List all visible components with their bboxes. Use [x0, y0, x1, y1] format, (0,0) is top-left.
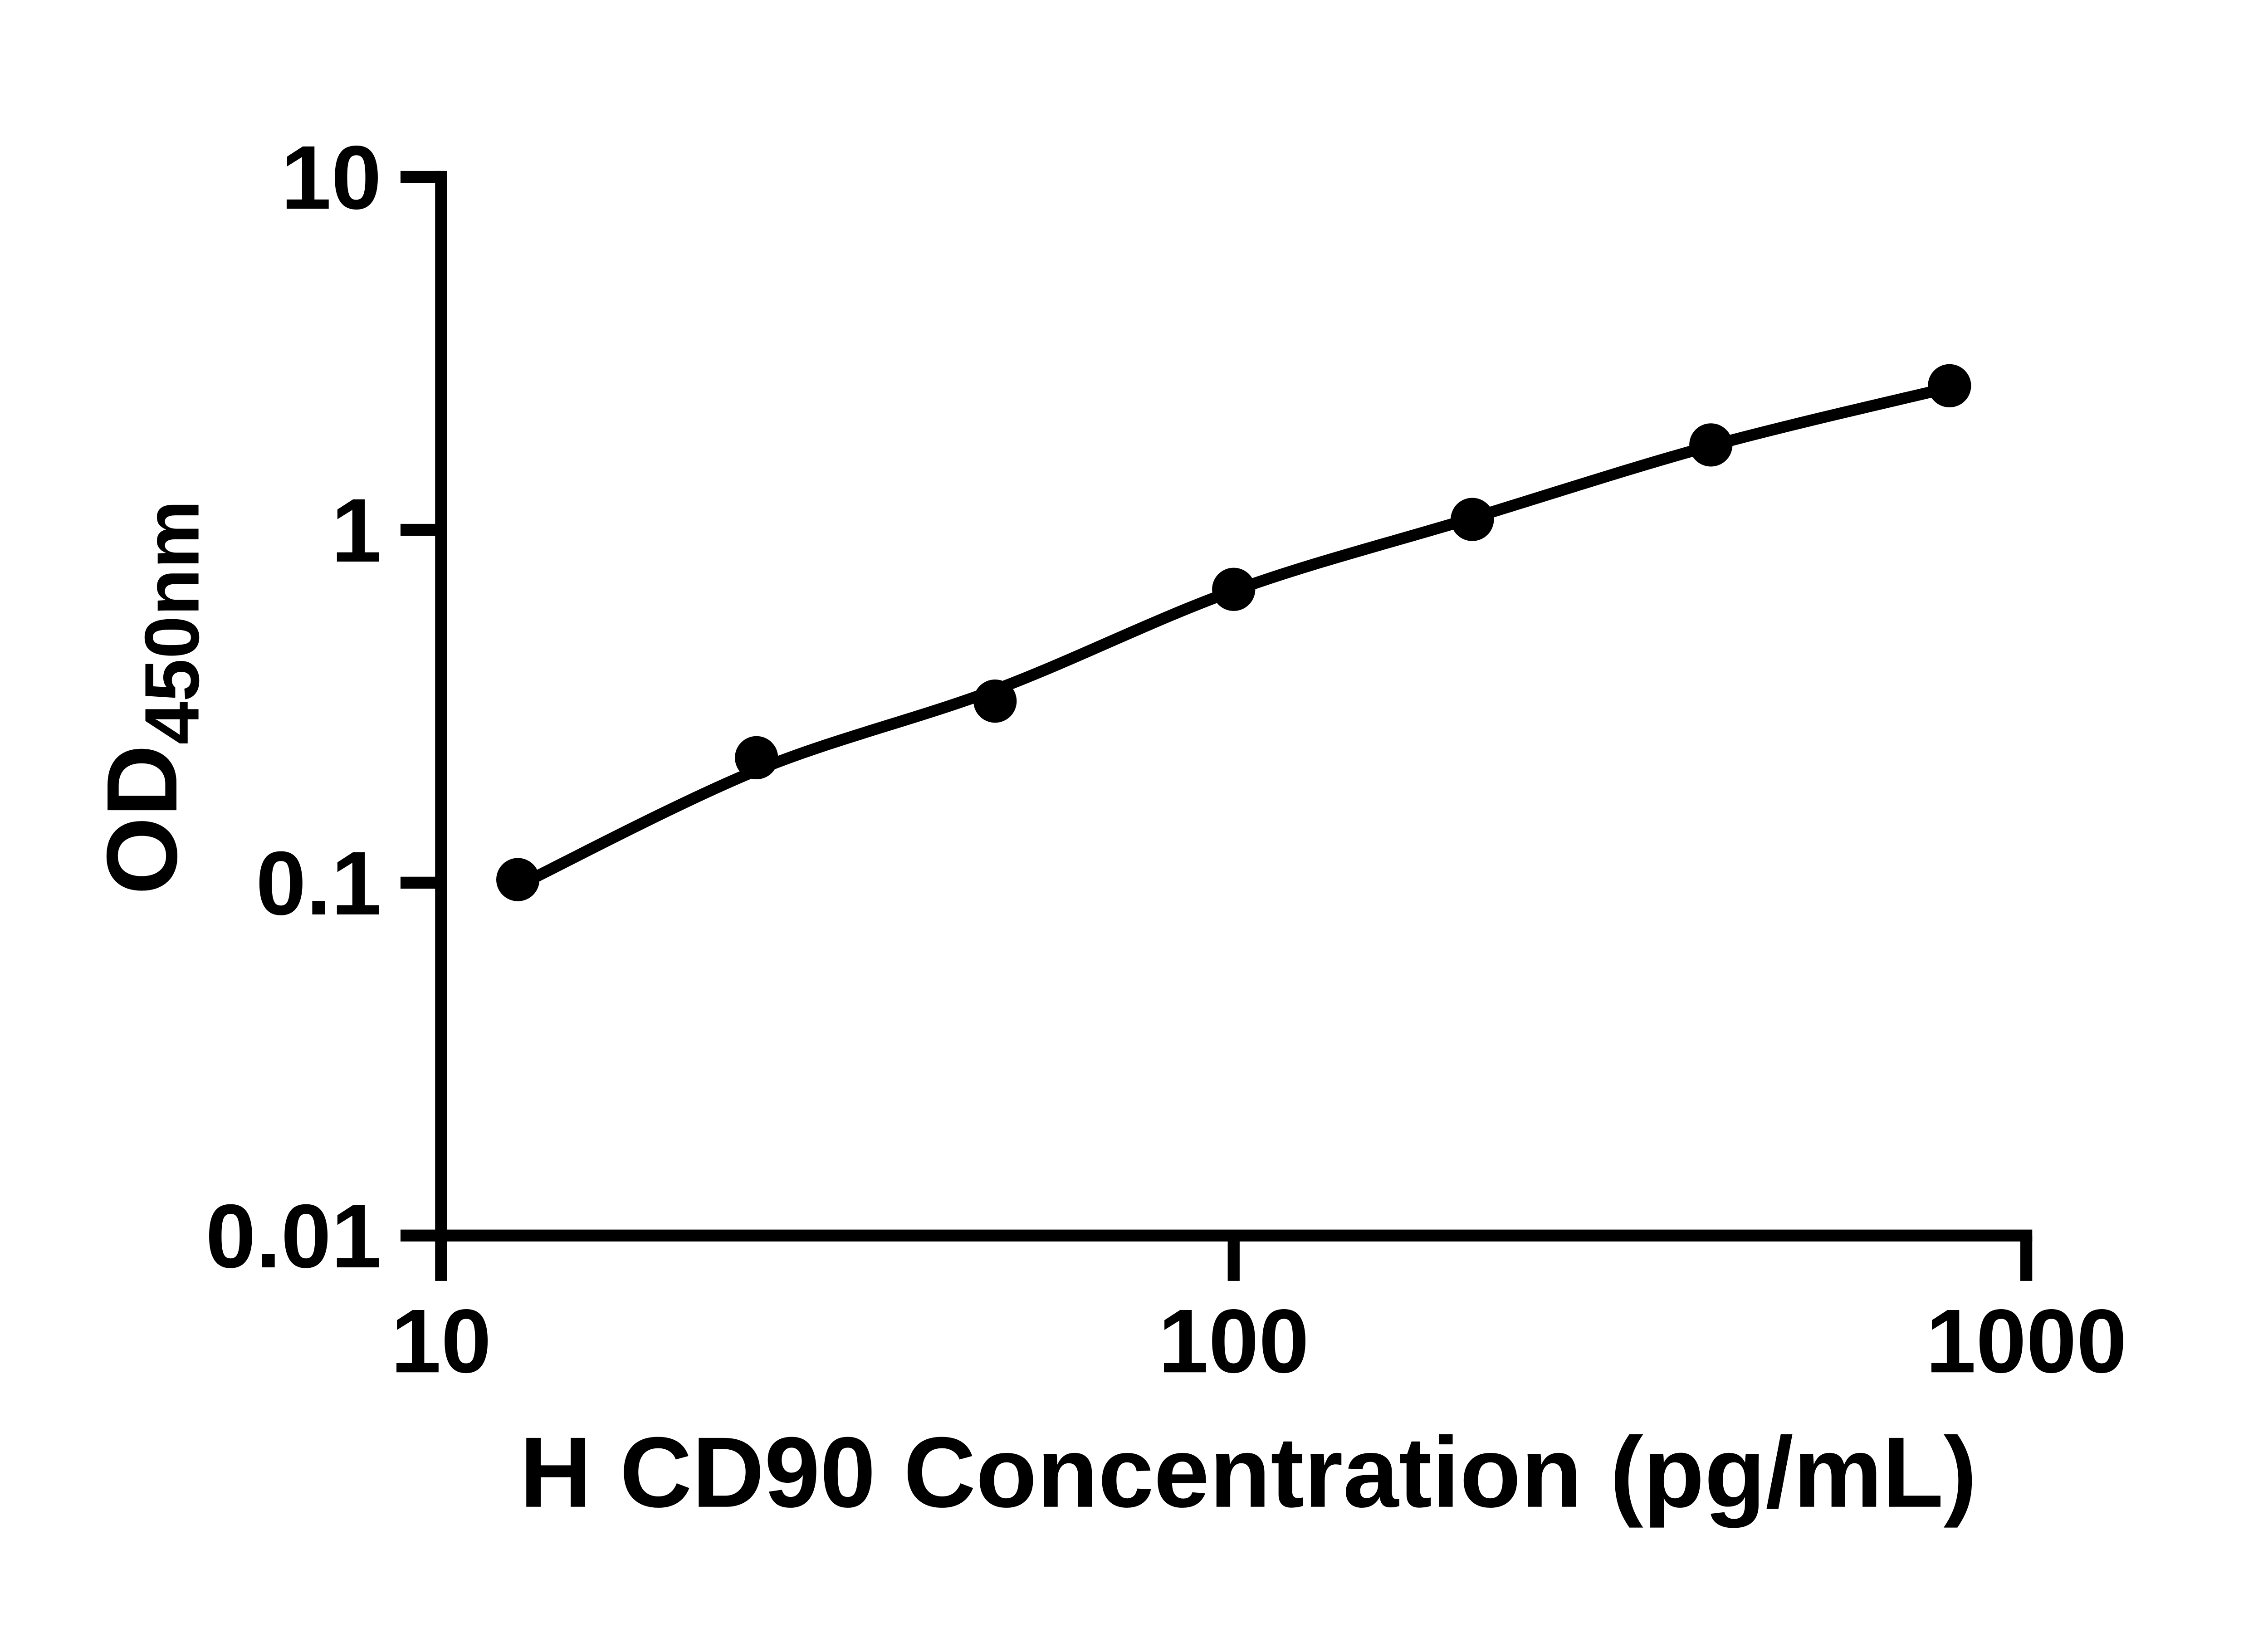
x-axis-title: H CD90 Concentration (pg/mL) [519, 1416, 1977, 1528]
data-point-marker [973, 679, 1017, 723]
x-tick-label: 10 [391, 1291, 492, 1392]
series-data-points [496, 364, 1971, 901]
data-point-marker [496, 858, 540, 901]
series-fit-line [512, 381, 1955, 892]
data-point-marker [1212, 567, 1256, 611]
axes [435, 171, 2033, 1242]
data-point-marker [1928, 364, 1971, 408]
data-point-marker [735, 736, 778, 780]
y-tick-label: 10 [281, 127, 381, 228]
x-axis-ticks: 10 100 1000 [391, 1235, 2127, 1392]
y-axis-title: OD450nm [86, 500, 215, 895]
x-tick-label: 1000 [1926, 1291, 2126, 1392]
x-tick-label: 100 [1158, 1291, 1309, 1392]
y-axis-title-main: OD [86, 744, 198, 895]
y-tick-label: 0.01 [205, 1186, 381, 1287]
y-axis-title-subscript: 450nm [129, 500, 215, 744]
fit-line [512, 381, 1955, 892]
data-point-marker [1451, 498, 1494, 541]
y-tick-label: 0.1 [256, 833, 381, 934]
y-tick-label: 1 [331, 480, 381, 581]
y-axis-ticks: 10 1 0.1 0.01 [205, 127, 441, 1287]
data-point-marker [1689, 423, 1733, 467]
